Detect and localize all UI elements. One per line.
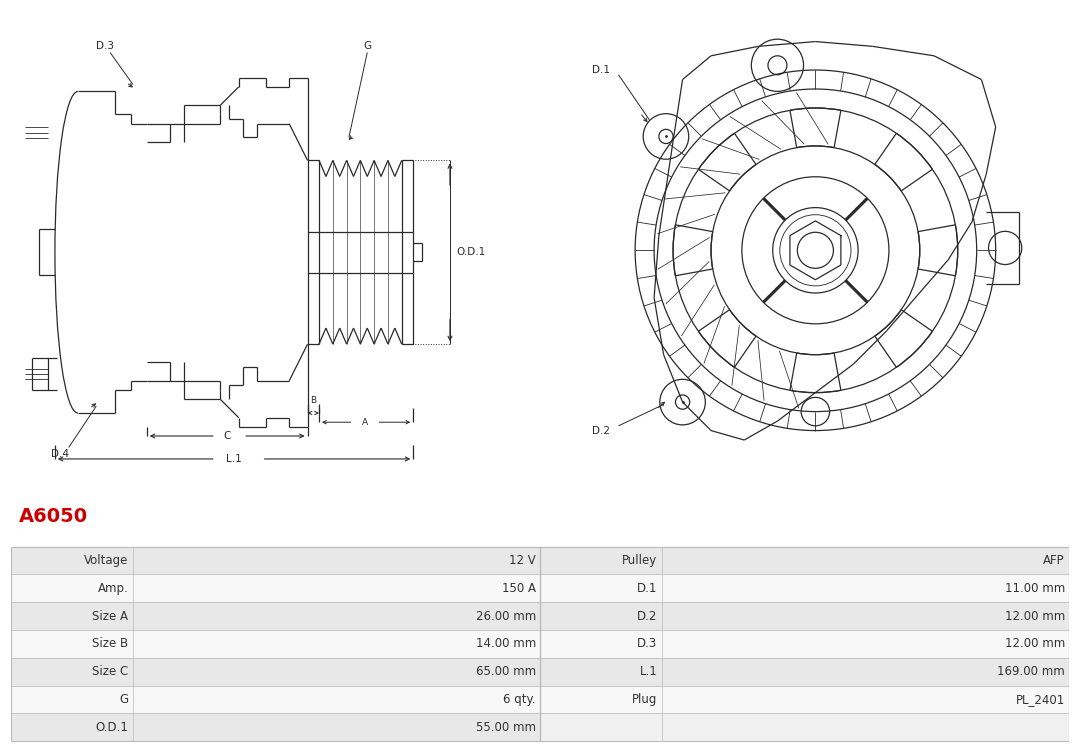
Text: 55.00 mm: 55.00 mm <box>476 721 536 734</box>
Text: 169.00 mm: 169.00 mm <box>997 666 1065 678</box>
Bar <box>11 630 540 658</box>
Text: AFP: AFP <box>1043 554 1065 567</box>
Text: G: G <box>119 693 129 706</box>
Bar <box>540 575 1069 602</box>
Text: G: G <box>363 41 372 50</box>
Text: Size A: Size A <box>92 610 129 623</box>
Text: Plug: Plug <box>632 693 658 706</box>
Bar <box>540 630 1069 658</box>
Text: D.1: D.1 <box>593 65 610 75</box>
Text: 12.00 mm: 12.00 mm <box>1004 610 1065 623</box>
Text: 11.00 mm: 11.00 mm <box>1004 582 1065 595</box>
Text: Size C: Size C <box>92 666 129 678</box>
Text: L.1: L.1 <box>639 666 658 678</box>
Bar <box>11 686 540 714</box>
Text: Pulley: Pulley <box>622 554 658 567</box>
Text: L.1: L.1 <box>226 454 242 464</box>
Bar <box>11 714 540 741</box>
Text: A6050: A6050 <box>19 507 89 526</box>
Text: Voltage: Voltage <box>84 554 129 567</box>
Text: 65.00 mm: 65.00 mm <box>475 666 536 678</box>
Text: O.D.1: O.D.1 <box>457 247 486 258</box>
Text: 14.00 mm: 14.00 mm <box>475 638 536 651</box>
Text: 26.00 mm: 26.00 mm <box>475 610 536 623</box>
Text: B: B <box>310 396 316 405</box>
Bar <box>540 547 1069 575</box>
Bar <box>11 547 540 575</box>
Bar <box>11 602 540 630</box>
Text: D.4: D.4 <box>51 450 68 459</box>
Text: D.2: D.2 <box>637 610 658 623</box>
Text: A: A <box>362 418 368 427</box>
Text: Amp.: Amp. <box>97 582 129 595</box>
Text: D.3: D.3 <box>637 638 658 651</box>
Text: D.1: D.1 <box>637 582 658 595</box>
Text: Size B: Size B <box>92 638 129 651</box>
Text: 12.00 mm: 12.00 mm <box>1004 638 1065 651</box>
Text: C: C <box>224 431 231 441</box>
Text: 150 A: 150 A <box>502 582 536 595</box>
Text: O.D.1: O.D.1 <box>95 721 129 734</box>
Bar <box>540 686 1069 714</box>
Bar <box>540 602 1069 630</box>
Text: 6 qty.: 6 qty. <box>503 693 536 706</box>
Text: D.3: D.3 <box>96 41 114 50</box>
Bar <box>11 575 540 602</box>
Text: PL_2401: PL_2401 <box>1015 693 1065 706</box>
Bar <box>11 547 1069 741</box>
Text: 12 V: 12 V <box>509 554 536 567</box>
Bar <box>540 658 1069 686</box>
Bar <box>540 714 1069 741</box>
Bar <box>11 658 540 686</box>
Text: D.2: D.2 <box>593 425 610 435</box>
